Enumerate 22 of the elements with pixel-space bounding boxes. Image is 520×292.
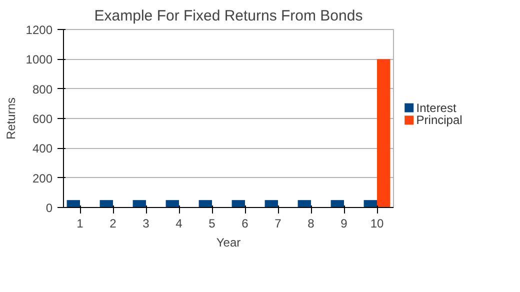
x-tick-label: 3 — [142, 216, 150, 230]
y-tick-label: 200 — [32, 171, 53, 186]
legend-label: Interest — [416, 100, 457, 115]
x-tick-label: 9 — [340, 216, 348, 230]
x-tick-label: 2 — [110, 216, 117, 230]
x-tick-label: 5 — [208, 216, 216, 230]
y-tick-label: 600 — [32, 112, 53, 126]
y-tick-label: 400 — [32, 142, 53, 156]
x-tick-label: 8 — [308, 216, 315, 230]
x-tick-label: 6 — [242, 216, 249, 230]
y-tick-label: 0 — [46, 201, 53, 215]
x-tick-label: 4 — [176, 216, 183, 230]
x-axis-title: Year — [216, 236, 241, 250]
y-tick-label: 800 — [32, 82, 53, 96]
x-tick-label: 7 — [274, 216, 282, 230]
y-tick-label: 1200 — [26, 23, 53, 37]
x-tick-label: 10 — [370, 216, 384, 230]
chart-title: Example For Fixed Returns From Bonds — [94, 8, 363, 24]
y-axis-title: Returns — [4, 97, 18, 140]
y-tick-label: 1000 — [26, 52, 53, 67]
legend-label: Principal — [416, 113, 462, 128]
x-tick-label: 1 — [76, 216, 84, 230]
